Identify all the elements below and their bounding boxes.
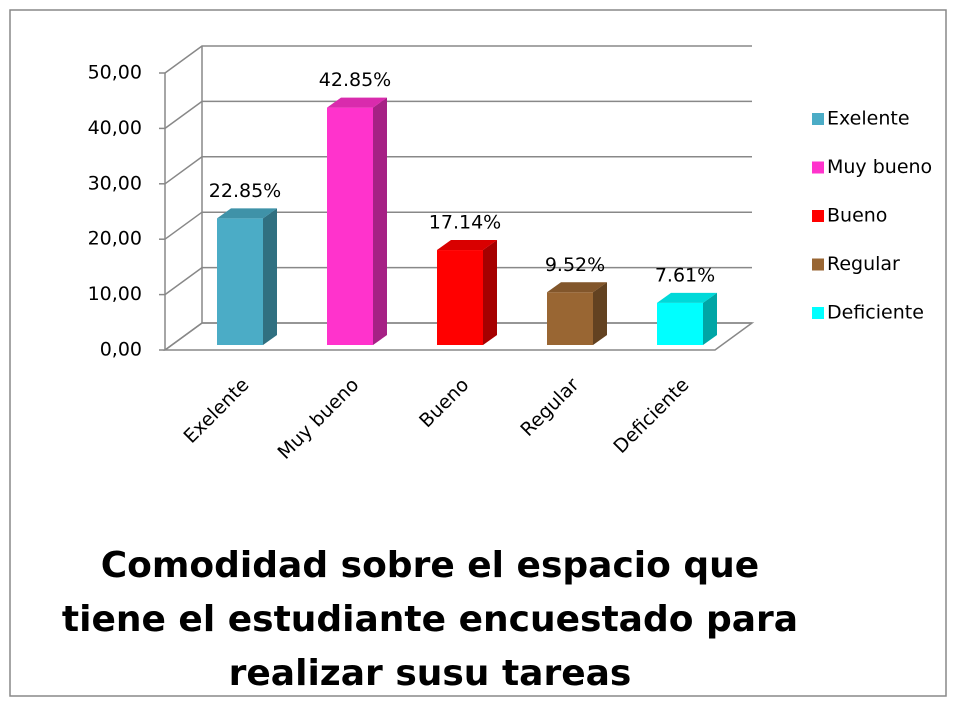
bar-side-shade bbox=[593, 282, 607, 345]
bar-side-shade bbox=[263, 208, 277, 345]
bar-side bbox=[703, 292, 717, 345]
grid-line bbox=[164, 156, 752, 185]
legend-swatch bbox=[812, 210, 824, 222]
legend-label: Exelente bbox=[827, 108, 910, 130]
data-label: 22.85% bbox=[209, 180, 281, 202]
bar-side bbox=[483, 240, 497, 345]
bar-side bbox=[373, 97, 387, 346]
bar-top bbox=[437, 240, 497, 251]
bar-side bbox=[593, 282, 607, 345]
bar-side-shade bbox=[703, 292, 717, 345]
legend-label: Deficiente bbox=[827, 302, 924, 324]
y-tick-label: 40,00 bbox=[88, 117, 142, 139]
bar-side-shade bbox=[373, 97, 387, 346]
bar-top bbox=[657, 292, 717, 303]
bar-top bbox=[217, 208, 277, 219]
bar-top-shade bbox=[437, 240, 497, 251]
chart-frame bbox=[9, 9, 947, 697]
legend-label: Muy bueno bbox=[827, 156, 932, 178]
y-tick-label: 30,00 bbox=[88, 172, 142, 194]
legend-label: Bueno bbox=[827, 205, 887, 227]
grid-line bbox=[164, 100, 752, 130]
chart-title: tiene el estudiante encuestado para bbox=[62, 599, 798, 640]
data-label: 42.85% bbox=[319, 69, 391, 91]
y-tick-label: 10,00 bbox=[88, 283, 142, 305]
bar bbox=[217, 218, 263, 345]
bar-side-shade bbox=[483, 240, 497, 345]
bar-top bbox=[547, 282, 607, 293]
grid-line bbox=[164, 211, 752, 240]
legend-label: Regular bbox=[827, 253, 900, 275]
bar-side bbox=[263, 208, 277, 345]
data-label: 9.52% bbox=[545, 254, 605, 276]
legend-swatch bbox=[812, 258, 824, 271]
y-tick-label: 0,00 bbox=[100, 339, 142, 361]
legend-swatch bbox=[812, 113, 824, 125]
chart-title: Comodidad sobre el espacio que bbox=[101, 545, 759, 586]
y-tick-label: 20,00 bbox=[88, 228, 142, 250]
data-label: 17.14% bbox=[429, 212, 501, 234]
bar-top-shade bbox=[327, 97, 387, 108]
bar bbox=[437, 250, 483, 345]
bar bbox=[657, 302, 703, 345]
y-tick-label: 50,00 bbox=[88, 62, 142, 84]
bar-top-shade bbox=[217, 208, 277, 219]
bar-top bbox=[327, 97, 387, 108]
chart-title: realizar susu tareas bbox=[229, 653, 632, 694]
legend-swatch bbox=[812, 307, 824, 319]
grid-line bbox=[164, 266, 752, 296]
data-label: 7.61% bbox=[655, 264, 715, 286]
grid-line bbox=[164, 45, 752, 74]
bar bbox=[327, 107, 373, 346]
legend-swatch bbox=[812, 161, 824, 174]
bar-top-shade bbox=[547, 282, 607, 293]
bar bbox=[547, 292, 593, 345]
bar-top-shade bbox=[657, 292, 717, 303]
